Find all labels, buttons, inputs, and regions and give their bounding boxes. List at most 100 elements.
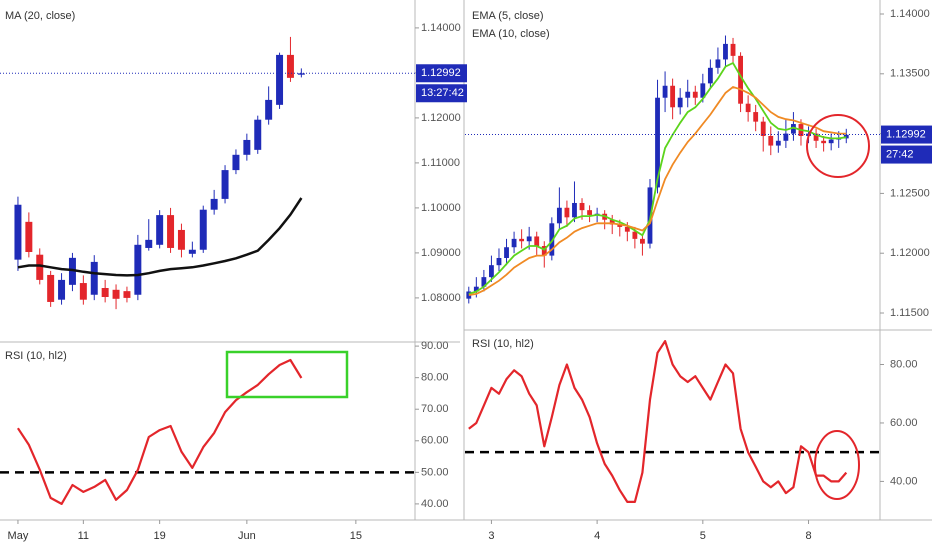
y-tick-label: 80.00 [421,372,449,384]
indicator-label: EMA (5, close) [472,10,544,22]
candle-body [775,140,781,146]
candle-body [745,103,751,113]
candle-body [58,279,66,300]
candle-body [101,288,109,297]
candle-body [481,277,487,287]
x-tick-label: Jun [238,530,256,542]
candle-body [254,119,262,150]
candle-body [609,219,615,225]
candle-body [707,67,713,84]
candle-body [541,246,547,256]
candle-body [496,257,502,266]
candle-body [489,265,494,278]
y-tick-label: 60.00 [890,417,918,429]
candle-body [564,207,570,218]
y-tick-label: 1.13500 [890,68,930,80]
candle-body [549,223,555,256]
candle-body [297,73,305,75]
y-tick-label: 1.08000 [421,292,461,304]
candle-body [68,257,76,285]
indicator-label: RSI (10, hl2) [472,338,534,350]
y-tick-label: 1.14000 [421,22,461,34]
indicator-label: EMA (10, close) [472,28,550,40]
candle-body [670,85,676,108]
candle-body [677,97,683,108]
price-label: 1.12992 [886,128,926,140]
indicator-label: MA (20, close) [5,10,75,22]
x-tick-label: 15 [350,530,362,542]
x-tick-label: 3 [488,530,494,542]
candle-body [134,244,142,295]
candle-body [243,139,251,155]
candle-body [14,204,22,260]
y-tick-label: 40.00 [890,475,918,487]
candle-body [466,291,472,299]
x-tick-label: 8 [805,530,811,542]
candle-body [199,209,207,250]
candle-body [587,210,592,215]
candle-body [112,289,120,299]
rsi-line [468,340,848,503]
countdown-box [881,145,932,164]
y-tick-label: 1.12000 [421,112,461,124]
y-tick-label: 1.14000 [890,8,930,20]
candle-body [828,139,834,144]
highlight-circle [806,114,870,178]
x-tick-label: 4 [594,530,600,542]
moving-average-line [17,197,303,277]
price-label: 1.12992 [421,67,461,79]
y-tick-label: 1.10000 [421,202,461,214]
candle-body [79,283,87,300]
candle-body [624,226,630,232]
candle-body [156,215,164,245]
candle-body [572,202,577,218]
candle-body [738,55,743,104]
candle-body [210,198,218,210]
candle-body [519,238,525,242]
y-tick-label: 50.00 [421,466,449,478]
candle-body [556,207,562,224]
highlight-box [225,350,349,399]
candle-body [723,43,728,60]
candle-body [473,286,479,292]
y-tick-label: 90.00 [421,340,449,352]
moving-average-line [468,86,847,296]
candle-body [813,133,819,141]
y-tick-label: 1.11500 [890,307,929,319]
candle-body [232,154,240,171]
highlight-circle [814,430,860,500]
candle-body [47,274,55,302]
candle-body [843,134,849,139]
y-tick-label: 1.12000 [890,247,930,259]
candle-body [167,215,175,248]
candle-body [36,254,44,280]
y-tick-label: 1.09000 [421,247,461,259]
candle-body [90,261,98,295]
candle-body [730,43,736,56]
candle-body [715,59,721,68]
candle-body [123,291,131,298]
y-tick-label: 70.00 [421,403,449,415]
candle-body [534,236,540,247]
y-tick-label: 40.00 [421,498,449,510]
candle-body [221,170,229,199]
candle-body [692,91,698,98]
x-tick-label: 11 [78,530,89,542]
candle-body [753,112,759,122]
candle-body [276,54,284,105]
candle-body [783,133,789,141]
candle-body [640,238,645,244]
x-tick-label: 19 [154,530,166,542]
candle-body [662,85,668,98]
candle-body [821,140,827,144]
candle-body [791,124,796,134]
candle-body [188,249,196,254]
moving-average-line [468,61,847,295]
candle-body [685,91,691,98]
candle-body [265,99,273,120]
y-tick-label: 60.00 [421,435,449,447]
candle-body [286,54,294,78]
countdown-box [416,84,467,103]
